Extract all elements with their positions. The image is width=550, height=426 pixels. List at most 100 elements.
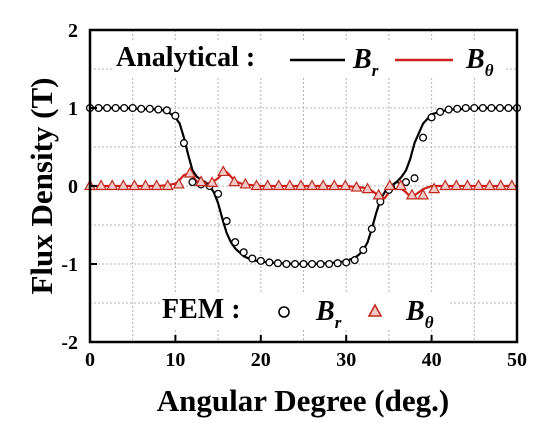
fem-btheta-point: [405, 188, 418, 200]
fem-br-point: [453, 104, 462, 113]
y-tick-label: 1: [68, 98, 78, 120]
fem-br-point: [282, 259, 291, 269]
fem-br-point: [444, 105, 453, 114]
fem-btheta-point: [294, 179, 307, 191]
x-axis-label: Angular Degree (deg.): [157, 383, 449, 418]
fem-br-point: [470, 103, 479, 113]
fem-br-point: [214, 189, 223, 198]
fem-btheta-point: [306, 179, 319, 191]
fem-br-point: [495, 103, 504, 113]
axis-ticks: [89, 29, 518, 343]
legend-analytical-label: Analytical :: [116, 42, 255, 73]
fem-btheta-point: [428, 182, 441, 194]
fem-btheta-point: [139, 179, 152, 191]
y-axis-label: Flux Density (T): [24, 78, 59, 295]
x-tick-label: 40: [422, 349, 442, 371]
legend-fem: FEM : Br Bθ: [160, 292, 450, 332]
fem-br-point: [299, 259, 308, 269]
fem-br-point: [145, 104, 154, 113]
fem-br-point: [239, 248, 248, 257]
fem-br-point: [316, 259, 325, 269]
fem-br-point: [436, 107, 445, 116]
fem-btheta-point: [372, 188, 385, 200]
fem-btheta-point: [183, 166, 196, 178]
y-tick-label: -1: [61, 254, 78, 276]
fem-br-point: [128, 103, 137, 113]
fem-br-point: [120, 103, 129, 113]
fem-br-point: [342, 258, 351, 267]
fem-br-point: [307, 259, 317, 269]
legend-analytical: Analytical : Br Bθ: [112, 40, 504, 80]
fem-btheta-point: [417, 188, 430, 200]
legend-triangle-marker: [367, 303, 383, 317]
fem-br-point: [461, 103, 470, 113]
fem-br-point: [350, 256, 359, 265]
fem-btheta-point: [317, 179, 330, 191]
fem-btheta-point: [394, 179, 407, 191]
fem-btheta-point: [206, 176, 219, 187]
fem-br-point: [162, 106, 171, 115]
fem-br-point: [410, 174, 419, 183]
fem-btheta-point: [494, 179, 507, 191]
fem-btheta-point: [505, 179, 518, 191]
fem-btheta-point: [228, 175, 241, 187]
fem-br-point: [154, 105, 163, 114]
fem-br-point: [256, 256, 265, 265]
legend-fem-btheta-symbol: Bθ: [405, 296, 434, 332]
legend-fem-label: FEM :: [162, 294, 241, 325]
fem-btheta-point: [339, 179, 352, 191]
fem-br-point: [419, 133, 428, 142]
legend-btheta-symbol: Bθ: [465, 44, 494, 80]
fem-br-point: [290, 259, 300, 269]
fem-btheta-point: [250, 179, 263, 191]
fem-btheta-point: [439, 179, 452, 191]
fem-br-point: [427, 113, 436, 122]
fem-btheta-point: [450, 179, 463, 191]
fem-btheta-point: [272, 179, 285, 191]
fem-btheta-point: [161, 179, 174, 191]
fem-btheta-point: [117, 179, 130, 191]
fem-br-point: [171, 111, 180, 120]
x-tick-label: 50: [507, 349, 527, 371]
x-tick-label: 10: [165, 349, 185, 371]
legend-br-symbol: Br: [352, 44, 379, 80]
fem-br-point: [487, 103, 496, 113]
x-tick-label: 0: [85, 349, 95, 371]
fem-br-point: [359, 245, 368, 255]
fem-btheta-point: [483, 179, 496, 191]
fem-btheta-point: [383, 179, 396, 191]
fem-btheta-point: [172, 177, 185, 189]
fem-br-point: [188, 178, 197, 187]
fem-br-point: [401, 178, 411, 187]
fem-btheta-point: [361, 182, 374, 194]
y-tick-label: -2: [61, 332, 78, 354]
fem-br-point: [231, 238, 240, 247]
fem-btheta-point: [95, 179, 108, 191]
y-tick-label: 2: [68, 20, 78, 42]
fem-br-point: [137, 104, 146, 113]
fem-br-point: [273, 259, 282, 268]
fem-br-point: [333, 259, 342, 268]
fem-btheta-point: [128, 179, 141, 191]
fem-btheta-point: [350, 180, 363, 192]
fem-btheta-point: [150, 179, 163, 191]
fem-br-point: [248, 254, 257, 263]
fem-btheta-point: [261, 179, 274, 191]
fem-btheta-point: [461, 179, 474, 191]
x-tick-label: 20: [251, 349, 271, 371]
fem-btheta-point: [106, 179, 119, 191]
fem-br-point: [222, 217, 231, 226]
fem-btheta-point: [472, 179, 485, 191]
legend-fem-br-symbol: Br: [315, 296, 342, 332]
fem-btheta-point: [239, 177, 252, 189]
fem-br-point: [111, 103, 120, 113]
fem-br-point: [367, 224, 376, 233]
fem-btheta-point: [195, 175, 208, 187]
legend-circle-marker: [278, 306, 290, 318]
fem-btheta-point: [283, 179, 296, 191]
fem-br-point: [265, 258, 274, 267]
fem-btheta-point: [217, 165, 230, 177]
y-tick-label: 0: [68, 176, 78, 198]
